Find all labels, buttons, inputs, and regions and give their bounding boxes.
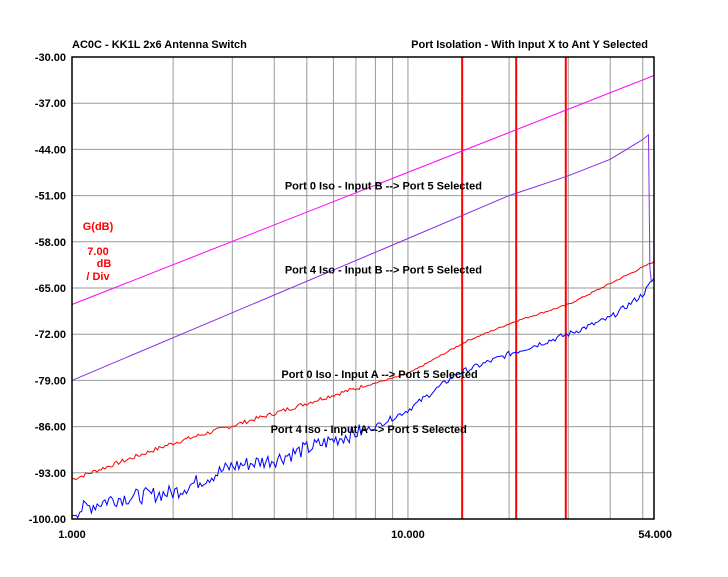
- x-tick-label: 54.000: [638, 529, 672, 541]
- y-tick-label: -100.00: [29, 514, 66, 526]
- y-tick-label: -58.00: [35, 237, 66, 249]
- series-annotation: Port 4 Iso - Input A --> Port 5 Selected: [271, 424, 467, 436]
- y-axis-label-line: 7.00: [87, 246, 108, 258]
- y-axis-label-line: G(dB): [83, 221, 114, 233]
- x-tick-label: 10.000: [391, 529, 425, 541]
- y-axis-label-line: dB: [97, 258, 112, 270]
- y-tick-label: -44.00: [35, 144, 66, 156]
- y-axis-label-line: / Div: [86, 271, 110, 283]
- series-line-3: [71, 277, 655, 519]
- frequency-markers: [461, 57, 567, 519]
- series-annotation: Port 0 Iso - Input A --> Port 5 Selected: [281, 369, 477, 381]
- series-line-0: [71, 75, 655, 305]
- series-line-2: [71, 260, 655, 481]
- y-axis-ticks: -30.00 -37.00 -44.00 -51.00 -58.00 -65.00 -72.…: [29, 52, 66, 526]
- series-line-1: [71, 133, 652, 381]
- chart-title-left: AC0C - KK1L 2x6 Antenna Switch: [72, 39, 247, 51]
- x-tick-label: 1.000: [58, 529, 86, 541]
- x-axis-ticks: 1.000 10.000 54.000: [58, 529, 672, 541]
- chart-title-right: Port Isolation - With Input X to Ant Y S…: [411, 39, 648, 51]
- y-tick-label: -72.00: [35, 329, 66, 341]
- y-tick-label: -79.00: [35, 375, 66, 387]
- y-tick-label: -65.00: [35, 283, 66, 295]
- y-tick-label: -37.00: [35, 98, 66, 110]
- plot-frame: [71, 56, 655, 520]
- y-tick-label: -93.00: [35, 468, 66, 480]
- y-tick-label: -51.00: [35, 191, 66, 203]
- data-series: [71, 75, 655, 519]
- series-annotation: Port 0 Iso - Input B --> Port 5 Selected: [285, 181, 482, 193]
- series-annotations: Port 0 Iso - Input B --> Port 5 Selected…: [271, 181, 482, 437]
- series-annotation: Port 4 Iso - Input B --> Port 5 Selected: [285, 265, 482, 277]
- y-tick-label: -86.00: [35, 422, 66, 434]
- y-tick-label: -30.00: [35, 52, 66, 64]
